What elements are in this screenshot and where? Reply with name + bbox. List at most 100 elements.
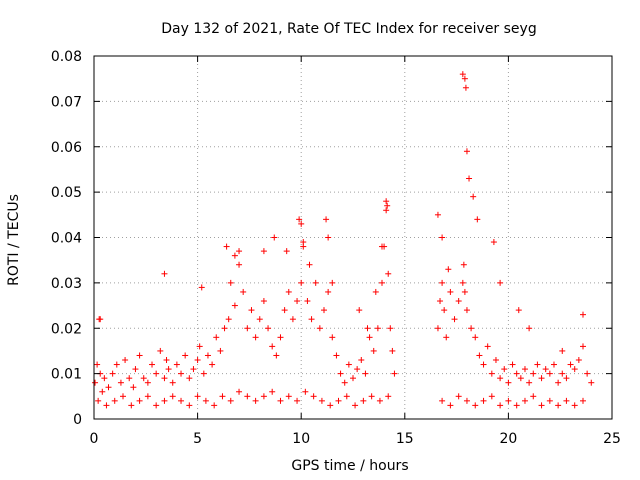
data-point <box>459 71 466 78</box>
data-point <box>294 298 301 305</box>
data-point <box>492 357 499 364</box>
data-point <box>161 397 168 404</box>
data-point <box>505 379 512 386</box>
y-tick-label: 0 <box>73 412 82 428</box>
data-point <box>526 325 533 332</box>
data-point <box>312 279 319 286</box>
data-point <box>488 393 495 400</box>
data-point <box>563 397 570 404</box>
data-point <box>194 393 201 400</box>
data-point <box>111 397 118 404</box>
data-point <box>455 393 462 400</box>
axis-ticks <box>93 55 613 420</box>
data-point <box>563 375 570 382</box>
x-tick-label: 15 <box>396 431 414 447</box>
data-point <box>217 347 224 354</box>
data-point <box>391 370 398 377</box>
data-point <box>178 370 185 377</box>
data-point <box>310 393 317 400</box>
data-point <box>443 334 450 341</box>
data-point <box>534 361 541 368</box>
data-point <box>530 370 537 377</box>
data-point <box>513 370 520 377</box>
data-point <box>466 175 473 182</box>
y-tick-labels: 0 0.01 0.02 0.03 0.04 0.05 0.06 0.07 0.08 <box>51 49 82 428</box>
data-point <box>136 397 143 404</box>
data-point <box>260 248 267 255</box>
data-point <box>227 397 234 404</box>
data-point <box>248 307 255 314</box>
data-point <box>202 397 209 404</box>
data-point <box>579 397 586 404</box>
data-point <box>490 239 497 246</box>
data-point <box>555 379 562 386</box>
data-point <box>194 357 201 364</box>
data-point <box>484 343 491 350</box>
data-point <box>337 370 344 377</box>
data-point <box>364 325 371 332</box>
data-point <box>200 370 207 377</box>
grid-lines <box>94 56 612 419</box>
data-point <box>165 366 172 373</box>
data-point <box>283 248 290 255</box>
data-point <box>302 388 309 395</box>
data-point <box>480 397 487 404</box>
data-point <box>103 402 110 409</box>
data-point <box>546 397 553 404</box>
data-point <box>298 220 305 227</box>
data-point <box>169 393 176 400</box>
data-point <box>285 288 292 295</box>
y-tick-label: 0.06 <box>51 140 82 156</box>
data-point <box>362 370 369 377</box>
data-point <box>99 388 106 395</box>
data-point <box>231 302 238 309</box>
data-point <box>304 298 311 305</box>
data-point <box>463 307 470 314</box>
data-point <box>437 298 444 305</box>
data-point <box>113 361 120 368</box>
y-tick-label: 0.03 <box>51 276 82 292</box>
data-point <box>223 243 230 250</box>
data-point <box>236 388 243 395</box>
data-point <box>265 325 272 332</box>
data-point <box>387 325 394 332</box>
data-point <box>579 343 586 350</box>
data-point <box>244 393 251 400</box>
x-tick-label: 10 <box>292 431 310 447</box>
data-points <box>92 71 595 409</box>
data-point <box>323 216 330 223</box>
data-point <box>130 384 137 391</box>
y-tick-label: 0.04 <box>51 231 82 247</box>
data-point <box>300 239 307 246</box>
x-tick-label: 0 <box>90 431 99 447</box>
data-point <box>513 402 520 409</box>
data-point <box>434 325 441 332</box>
data-point <box>285 393 292 400</box>
data-point <box>451 316 458 323</box>
data-point <box>370 347 377 354</box>
data-point <box>140 375 147 382</box>
data-point <box>335 397 342 404</box>
data-point <box>221 325 228 332</box>
data-point <box>356 307 363 314</box>
data-point <box>269 343 276 350</box>
y-tick-label: 0.05 <box>51 185 82 201</box>
data-point <box>153 370 160 377</box>
data-point <box>169 379 176 386</box>
data-point <box>225 316 232 323</box>
data-point <box>354 366 361 373</box>
data-point <box>289 316 296 323</box>
data-point <box>376 397 383 404</box>
data-point <box>101 375 108 382</box>
data-point <box>538 375 545 382</box>
data-point <box>136 352 143 359</box>
data-point <box>352 402 359 409</box>
data-point <box>447 288 454 295</box>
y-tick-label: 0.08 <box>51 49 82 65</box>
data-point <box>329 334 336 341</box>
data-point <box>384 202 391 209</box>
data-point <box>325 234 332 241</box>
data-point <box>256 316 263 323</box>
data-point <box>571 402 578 409</box>
